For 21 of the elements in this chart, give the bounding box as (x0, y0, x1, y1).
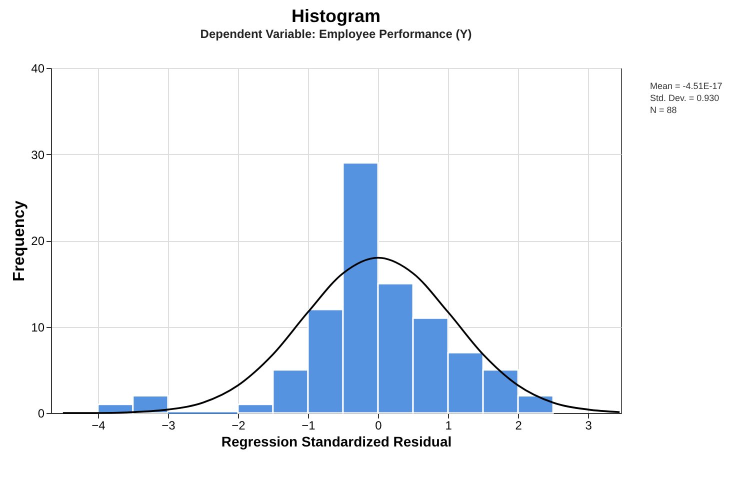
x-tick-label: 0 (375, 418, 382, 432)
chart-subtitle: Dependent Variable: Employee Performance (Y) (200, 27, 472, 41)
chart-title: Histogram (291, 6, 381, 26)
x-tick-label: 1 (445, 418, 452, 432)
x-tick-label: 3 (585, 418, 592, 432)
text: Mean = -4.51E-17 (650, 80, 722, 92)
y-tick-label: 0 (38, 406, 45, 420)
text: N = 88 (650, 104, 678, 116)
x-axis-title: Regression Standardized Residual (221, 434, 452, 450)
x-tick-label: 2 (515, 418, 522, 432)
text: Std. Dev. = 0.930 (650, 92, 720, 104)
x-tick-label: −2 (232, 418, 246, 432)
y-tick-label: 40 (31, 62, 45, 76)
y-tick-label: 30 (31, 148, 45, 162)
x-tick-label: −4 (92, 418, 106, 432)
y-tick-label: 20 (31, 234, 45, 248)
y-tick-label: 10 (31, 320, 45, 334)
line-series (62, 256, 620, 414)
x-tick-label: −1 (302, 418, 316, 432)
y-axis-title: Frequency (11, 200, 28, 282)
x-tick-label: −3 (162, 418, 176, 432)
